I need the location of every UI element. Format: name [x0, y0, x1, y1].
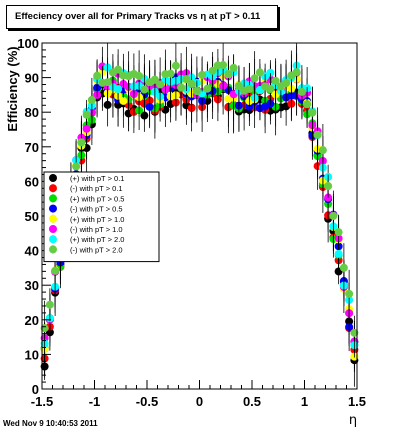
legend-entry: (+) with pT > 2.0	[70, 235, 124, 244]
x-tick-label: 0	[196, 394, 203, 409]
y-tick-label: 0	[32, 382, 39, 397]
y-tick-label: 70	[25, 140, 39, 155]
legend-entry: (+) with pT > 0.5	[70, 194, 124, 203]
x-tick-label: 1	[301, 394, 308, 409]
data-point	[82, 124, 91, 133]
axes: 0 10 20 30 40 50 60 70 80 90 100 -1.5 -1 -0.5 0 0.5 1 1.5	[17, 36, 366, 409]
data-point	[72, 162, 81, 171]
y-tick-label: 100	[17, 36, 39, 51]
x-tick-label: 0.5	[243, 394, 261, 409]
data-point	[150, 75, 159, 84]
data-point	[51, 266, 60, 275]
data-point	[266, 84, 275, 93]
y-tick-label: 60	[25, 174, 39, 189]
legend-marker	[49, 174, 57, 182]
data-point	[208, 66, 217, 75]
data-point	[313, 130, 322, 139]
legend-entry: (-) with pT > 0.5	[70, 205, 123, 214]
legend-entry: (-) with pT > 0.1	[70, 184, 123, 193]
legend-marker	[49, 204, 57, 213]
y-tick-label: 50	[25, 209, 39, 224]
data-point	[318, 146, 327, 155]
data-point	[40, 324, 49, 333]
data-point	[334, 249, 343, 258]
y-axis-label: Efficiency (%)	[5, 46, 20, 131]
y-tick-label: 80	[25, 105, 39, 120]
data-point	[303, 100, 312, 109]
data-point	[350, 328, 359, 337]
data-point	[87, 95, 96, 104]
data-point	[103, 78, 112, 87]
legend-marker	[49, 184, 57, 193]
data-point	[114, 65, 123, 74]
data-point	[114, 85, 123, 94]
legend-marker	[49, 225, 57, 233]
data-point	[339, 263, 348, 272]
data-point	[255, 68, 264, 77]
x-axis-label: η	[349, 413, 357, 428]
data-point	[271, 76, 280, 85]
data-point	[234, 81, 243, 90]
x-tick-label: -1.5	[31, 394, 53, 409]
data-point	[77, 138, 86, 147]
x-tick-label: 1.5	[348, 394, 366, 409]
y-tick-label: 10	[25, 347, 39, 362]
legend-entry: (+) with pT > 0.1	[70, 174, 124, 183]
data-point	[250, 74, 259, 83]
data-point	[45, 300, 54, 309]
y-tick-label: 90	[25, 71, 39, 86]
legend-marker	[49, 214, 57, 223]
data-point	[229, 63, 238, 72]
data-point	[324, 182, 333, 191]
data-point	[82, 110, 91, 119]
data-point	[282, 79, 291, 88]
timestamp-footer: Wed Nov 9 10:40:53 2011	[3, 419, 98, 428]
data-point	[119, 96, 128, 105]
legend: (+) with pT > 0.1(-) with pT > 0.1(+) wi…	[43, 171, 160, 263]
data-point	[166, 69, 175, 78]
data-point	[266, 68, 275, 77]
data-point	[93, 71, 102, 80]
data-point	[329, 211, 338, 220]
legend-marker	[49, 235, 57, 244]
data-point	[203, 84, 212, 93]
data-point	[171, 61, 180, 70]
y-tick-label: 30	[25, 278, 39, 293]
data-point	[198, 70, 207, 79]
legend-marker	[49, 245, 57, 254]
data-point	[192, 87, 201, 96]
data-point	[177, 83, 186, 92]
data-point	[187, 79, 196, 88]
legend-box	[43, 171, 160, 263]
chart-title-box: Effeciency over all for Primary Tracks v…	[6, 5, 278, 29]
data-point	[224, 69, 233, 78]
legend-marker	[49, 194, 57, 203]
data-point	[245, 84, 254, 93]
y-tick-label: 40	[25, 244, 39, 259]
legend-entry: (-) with pT > 2.0	[70, 245, 123, 254]
data-point	[156, 80, 165, 89]
x-tick-label: -0.5	[136, 394, 158, 409]
data-point	[182, 75, 191, 84]
data-point	[308, 108, 317, 117]
data-point	[292, 68, 301, 77]
data-point	[135, 71, 144, 80]
x-tick-label: -1	[89, 394, 101, 409]
data-point	[297, 87, 306, 96]
legend-entry: (+) with pT > 1.0	[70, 215, 124, 224]
legend-entry: (-) with pT > 1.0	[70, 225, 123, 234]
data-point	[334, 228, 343, 237]
chart-title: Effeciency over all for Primary Tracks v…	[15, 11, 261, 22]
data-point	[345, 289, 354, 298]
y-tick-label: 20	[25, 313, 39, 328]
data-point	[219, 61, 228, 70]
data-point	[140, 85, 149, 94]
